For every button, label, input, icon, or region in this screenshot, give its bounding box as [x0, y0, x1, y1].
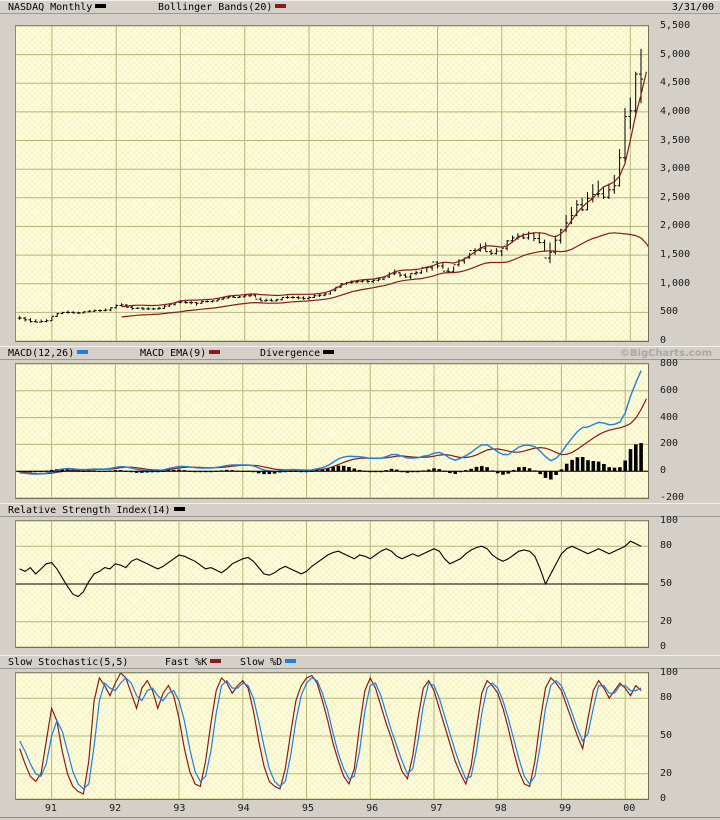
x-tick-label: 93 [173, 803, 186, 814]
x-tick-label: 99 [559, 803, 572, 814]
y-tick-label: 2,500 [660, 191, 691, 203]
y-tick-label: 20 [660, 615, 673, 627]
macd-ema-label: MACD EMA(9) [140, 348, 207, 359]
macd-panel-header: MACD(12,26) MACD EMA(9) Divergence ©BigC… [0, 346, 720, 360]
bollinger-upper-band [121, 71, 647, 308]
price-panel-title: NASDAQ Monthly [8, 2, 93, 13]
rsi-plot-area [15, 520, 649, 648]
y-tick-label: 800 [660, 358, 679, 369]
price-gridlines [16, 26, 648, 341]
price-ohlc-bars [17, 48, 643, 323]
rsi-panel-title: Relative Strength Index(14) [8, 505, 171, 516]
y-tick-label: 5,500 [660, 20, 691, 31]
rsi-chart-panel[interactable] [15, 520, 649, 648]
macd-main-line [19, 370, 642, 475]
price-chart-panel[interactable] [15, 25, 649, 342]
y-tick-label: 5,000 [660, 48, 691, 60]
y-tick-label: 50 [660, 730, 673, 741]
y-tick-label: 200 [660, 438, 679, 450]
price-panel-header: NASDAQ Monthly Bollinger Bands(20) 3/31/… [0, 0, 720, 14]
y-tick-label: 100 [660, 667, 679, 678]
stochastic-chart-svg [16, 673, 648, 799]
x-tick-label: 92 [109, 803, 122, 814]
x-tick-label: 95 [301, 803, 315, 814]
black-line-swatch [95, 4, 107, 8]
y-tick-label: 0 [660, 465, 667, 477]
rsi-y-axis-labels: 0 20 50 80 100 [660, 516, 716, 652]
y-tick-label: 3,000 [660, 163, 691, 175]
stoch-title-group: Slow Stochastic(5,5) [8, 656, 129, 668]
y-tick-label: 4,500 [660, 77, 691, 89]
rsi-panel-header: Relative Strength Index(14) [0, 503, 720, 517]
stochastic-panel-title: Slow Stochastic(5,5) [8, 657, 129, 668]
red-line-swatch [210, 659, 222, 663]
stoch-fastk-legend-group: Fast %K [165, 656, 224, 668]
macd-title-group: MACD(12,26) [8, 347, 91, 359]
x-tick-label: 98 [494, 803, 507, 814]
y-tick-label: 20 [660, 767, 673, 779]
macd-gridlines [16, 364, 648, 498]
rsi-chart-svg [16, 521, 648, 647]
macd-panel-title: MACD(12,26) [8, 348, 75, 359]
bigcharts-watermark: ©BigCharts.com [619, 348, 712, 359]
macd-chart-svg [16, 364, 648, 498]
stoch-fastk-label: Fast %K [165, 657, 208, 668]
y-tick-label: 80 [660, 692, 673, 704]
x-tick-label: 91 [44, 803, 57, 814]
macd-ema-legend-group: MACD EMA(9) [140, 347, 223, 359]
macd-divergence-legend-group: Divergence [260, 347, 337, 359]
y-tick-label: 2,000 [660, 220, 691, 232]
quote-date: 3/31/00 [671, 2, 714, 13]
stochastic-gridlines [16, 673, 648, 799]
rsi-line [19, 540, 642, 598]
blue-line-swatch [77, 350, 89, 354]
bollinger-lower-band [121, 232, 648, 318]
y-tick-label: 400 [660, 411, 679, 423]
stochastic-fast-k-line [19, 673, 642, 795]
black-line-swatch [173, 507, 185, 511]
red-line-swatch [209, 350, 221, 354]
y-tick-label: 80 [660, 540, 673, 552]
stoch-slowd-legend-group: Slow %D [240, 656, 299, 668]
window-bottom-frame [0, 817, 720, 820]
black-line-swatch [323, 350, 335, 354]
bollinger-legend-label: Bollinger Bands(20) [158, 2, 273, 13]
price-plot-area [15, 25, 649, 342]
price-y-axis-labels: 0 500 1,000 1,500 2,000 2,500 3,000 3,500 4,000 4… [660, 21, 716, 346]
price-panel-title-group: NASDAQ Monthly [8, 1, 109, 13]
y-tick-label: -200 [660, 492, 685, 503]
stochastic-plot-area [15, 672, 649, 800]
y-tick-label: 0 [660, 793, 667, 804]
y-tick-label: 500 [660, 306, 679, 318]
y-tick-label: 0 [660, 335, 667, 346]
stochastic-panel-header: Slow Stochastic(5,5) Fast %K Slow %D [0, 655, 720, 669]
x-tick-label: 97 [430, 803, 443, 814]
macd-chart-panel[interactable] [15, 363, 649, 499]
y-tick-label: 1,500 [660, 249, 691, 261]
red-line-swatch [275, 4, 287, 8]
y-tick-label: 100 [660, 515, 679, 526]
blue-line-swatch [285, 659, 297, 663]
stochastic-slow-d-line [19, 677, 642, 790]
y-tick-label: 0 [660, 641, 667, 652]
x-tick-label: 96 [366, 803, 379, 814]
x-tick-label: 00 [623, 803, 636, 814]
y-tick-label: 4,000 [660, 105, 691, 117]
macd-y-axis-labels: -200 0 200 400 600 800 [660, 359, 716, 503]
bollinger-legend-group: Bollinger Bands(20) [158, 1, 289, 13]
x-tick-label: 94 [237, 803, 250, 814]
macd-plot-area [15, 363, 649, 499]
stochastic-y-axis-labels: 0 20 50 80 100 [660, 668, 716, 804]
stochastic-chart-panel[interactable] [15, 672, 649, 800]
y-tick-label: 50 [660, 578, 673, 589]
y-tick-label: 600 [660, 384, 679, 396]
rsi-title-group: Relative Strength Index(14) [8, 504, 188, 516]
macd-divergence-label: Divergence [260, 348, 321, 359]
y-tick-label: 3,500 [660, 134, 691, 146]
price-chart-svg [16, 26, 648, 341]
macd-divergence-bars [17, 443, 643, 480]
y-tick-label: 1,000 [660, 277, 691, 289]
stoch-slowd-label: Slow %D [240, 657, 283, 668]
